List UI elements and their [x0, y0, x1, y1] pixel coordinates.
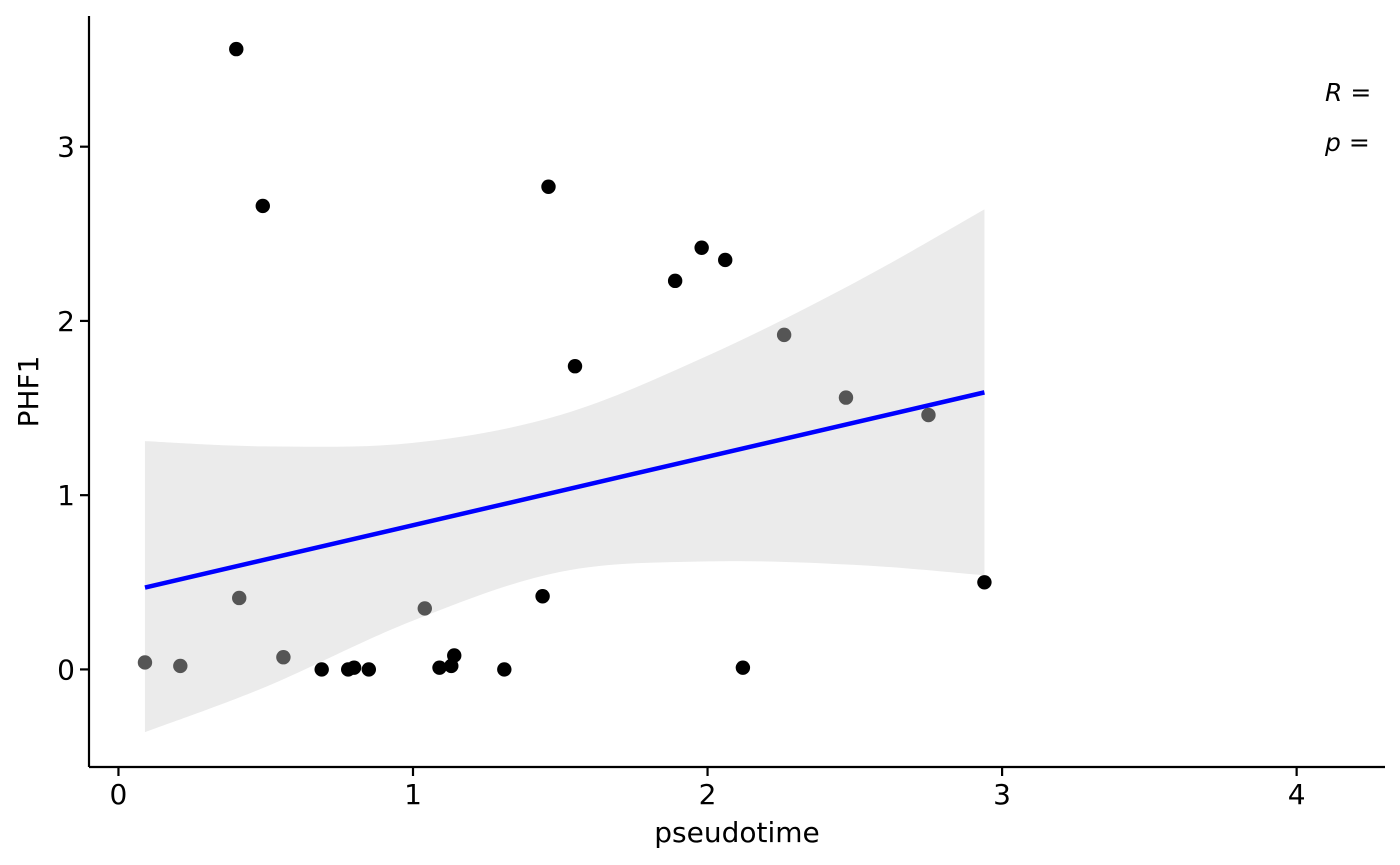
axes-layer — [87, 16, 1385, 769]
data-points-layer — [137, 41, 992, 677]
data-point — [735, 660, 751, 675]
data-point — [541, 179, 556, 194]
x-tick-label: 3 — [993, 778, 1011, 811]
y-tick-label: 2 — [57, 305, 75, 338]
x-tick-label: 1 — [404, 778, 422, 811]
data-point — [718, 252, 733, 268]
x-tick-label: 2 — [699, 778, 717, 811]
stat-p-label: p = — [1324, 128, 1370, 157]
data-point — [535, 589, 550, 604]
x-axis-title: pseudotime — [654, 816, 820, 849]
data-point — [497, 662, 512, 677]
y-tick-label: 3 — [57, 131, 75, 164]
regression-line-layer — [144, 390, 985, 590]
data-point — [173, 658, 188, 674]
data-point — [314, 662, 329, 677]
data-point — [977, 575, 992, 590]
data-point — [229, 41, 244, 57]
y-tick-label: 1 — [57, 479, 75, 512]
data-point — [447, 648, 462, 663]
data-point — [567, 359, 583, 374]
x-tick-label: 0 — [110, 778, 128, 811]
data-point — [921, 407, 936, 423]
confidence-band — [144, 209, 985, 733]
data-point — [667, 273, 683, 289]
data-point — [694, 240, 709, 255]
data-point — [346, 660, 362, 675]
stat-r-label: R = — [1325, 78, 1371, 107]
data-point — [838, 390, 854, 405]
data-point — [417, 601, 432, 616]
y-axis-title: PHF1 — [12, 356, 45, 428]
data-point — [137, 655, 153, 670]
data-point — [232, 590, 247, 606]
data-point — [361, 662, 377, 677]
confidence-band-layer — [144, 209, 985, 733]
x-tick-label: 4 — [1288, 778, 1306, 811]
y-tick-label: 0 — [57, 653, 75, 686]
ticks-layer: 0 1 2 3 4 0 1 2 3 — [57, 131, 1305, 811]
data-point — [776, 327, 792, 343]
data-point — [276, 650, 291, 665]
data-point — [255, 198, 270, 214]
data-point — [432, 660, 447, 675]
regression-line — [144, 390, 985, 590]
